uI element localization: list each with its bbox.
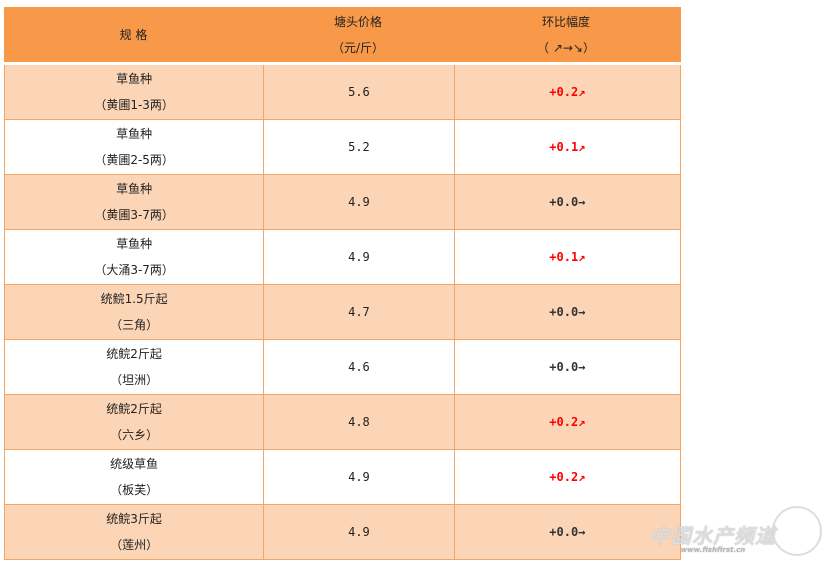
spec-name: 统鲩3斤起 — [106, 512, 162, 526]
spec-cell: 统鲩3斤起 （莲州） — [4, 505, 265, 559]
spec-name: 统级草鱼 — [110, 457, 159, 471]
spec-name: 草鱼种 — [116, 127, 153, 141]
change-cell: +0.2↗ — [455, 65, 681, 119]
table-row: 统鲩1.5斤起 （三角） 4.7 +0.0→ — [4, 285, 681, 340]
header-price: 塘头价格 （元/斤） — [263, 7, 453, 62]
change-value: +0.1↗ — [549, 140, 586, 154]
price-cell: 5.2 — [264, 120, 455, 174]
header-price-label: 塘头价格 — [333, 14, 382, 29]
table-row: 统鲩2斤起 （六乡） 4.8 +0.2↗ — [4, 395, 681, 450]
price-cell: 4.6 — [264, 340, 455, 394]
price-value: 4.9 — [348, 525, 370, 539]
spec-origin: （六乡） — [110, 428, 159, 442]
globe-logo-icon — [772, 506, 822, 556]
spec-origin: （莲州） — [110, 538, 159, 552]
spec-cell: 草鱼种 （黄圃1-3两） — [4, 65, 265, 119]
change-cell: +0.0→ — [455, 505, 681, 559]
spec-name: 统鲩2斤起 — [106, 402, 162, 416]
spec-origin: （板芙） — [110, 483, 159, 497]
header-change-label: 环比幅度 — [541, 14, 590, 29]
price-table: 规 格 塘头价格 （元/斤） 环比幅度 （ ↗→↘） 草鱼种 （黄圃1-3两） 5.6… — [4, 7, 681, 560]
spec-cell: 统鲩2斤起 （六乡） — [4, 395, 265, 449]
price-value: 4.6 — [348, 360, 370, 374]
price-cell: 4.8 — [264, 395, 455, 449]
header-spec: 规 格 — [4, 7, 263, 62]
table-header: 规 格 塘头价格 （元/斤） 环比幅度 （ ↗→↘） — [4, 7, 681, 62]
change-value: +0.0→ — [549, 525, 586, 539]
header-spec-label: 规 格 — [119, 27, 148, 42]
change-cell: +0.0→ — [455, 175, 681, 229]
table-row: 草鱼种 （黄圃1-3两） 5.6 +0.2↗ — [4, 65, 681, 120]
table-row: 统鲩3斤起 （莲州） 4.9 +0.0→ — [4, 505, 681, 560]
spec-origin: （黄圃2-5两） — [94, 153, 174, 167]
price-cell: 4.9 — [264, 450, 455, 504]
change-cell: +0.2↗ — [455, 395, 681, 449]
spec-cell: 草鱼种 （大涌3-7两） — [4, 230, 265, 284]
change-cell: +0.0→ — [455, 285, 681, 339]
watermark-logo: 中国水产频道 www.fishfirst.cn — [650, 520, 776, 554]
price-value: 4.8 — [348, 415, 370, 429]
price-value: 5.2 — [348, 140, 370, 154]
table-row: 草鱼种 （黄圃3-7两） 4.9 +0.0→ — [4, 175, 681, 230]
price-cell: 4.9 — [264, 175, 455, 229]
table-row: 草鱼种 （大涌3-7两） 4.9 +0.1↗ — [4, 230, 681, 285]
header-price-unit: （元/斤） — [331, 40, 385, 55]
watermark-text: 中国水产频道 — [650, 524, 776, 548]
header-change: 环比幅度 （ ↗→↘） — [453, 7, 679, 62]
change-value: +0.0→ — [549, 360, 586, 374]
change-value: +0.2↗ — [549, 470, 586, 484]
spec-cell: 统鲩2斤起 （坦洲） — [4, 340, 265, 394]
change-value: +0.0→ — [549, 195, 586, 209]
spec-cell: 草鱼种 （黄圃3-7两） — [4, 175, 265, 229]
spec-origin: （黄圃1-3两） — [94, 98, 174, 112]
spec-origin: （大涌3-7两） — [94, 263, 174, 277]
table-row: 统级草鱼 （板芙） 4.9 +0.2↗ — [4, 450, 681, 505]
spec-cell: 统级草鱼 （板芙） — [4, 450, 265, 504]
spec-name: 草鱼种 — [116, 72, 153, 86]
change-cell: +0.2↗ — [455, 450, 681, 504]
price-value: 4.9 — [348, 470, 370, 484]
watermark-url: www.fishfirst.cn — [680, 546, 746, 554]
spec-origin: （坦洲） — [110, 373, 159, 387]
price-cell: 4.9 — [264, 230, 455, 284]
price-cell: 4.9 — [264, 505, 455, 559]
price-value: 4.9 — [348, 195, 370, 209]
price-value: 5.6 — [348, 85, 370, 99]
change-value: +0.1↗ — [549, 250, 586, 264]
spec-name: 草鱼种 — [116, 182, 153, 196]
spec-cell: 统鲩1.5斤起 （三角） — [4, 285, 265, 339]
price-value: 4.7 — [348, 305, 370, 319]
price-value: 4.9 — [348, 250, 370, 264]
table-row: 草鱼种 （黄圃2-5两） 5.2 +0.1↗ — [4, 120, 681, 175]
change-cell: +0.1↗ — [455, 120, 681, 174]
change-cell: +0.1↗ — [455, 230, 681, 284]
spec-name: 草鱼种 — [116, 237, 153, 251]
spec-cell: 草鱼种 （黄圃2-5两） — [4, 120, 265, 174]
change-cell: +0.0→ — [455, 340, 681, 394]
spec-origin: （三角） — [110, 318, 159, 332]
change-value: +0.2↗ — [549, 415, 586, 429]
table-row: 统鲩2斤起 （坦洲） 4.6 +0.0→ — [4, 340, 681, 395]
spec-name: 统鲩2斤起 — [106, 347, 162, 361]
change-value: +0.0→ — [549, 305, 586, 319]
price-cell: 4.7 — [264, 285, 455, 339]
change-value: +0.2↗ — [549, 85, 586, 99]
spec-origin: （黄圃3-7两） — [94, 208, 174, 222]
price-cell: 5.6 — [264, 65, 455, 119]
spec-name: 统鲩1.5斤起 — [100, 292, 168, 306]
header-change-legend: （ ↗→↘） — [537, 40, 595, 55]
table-body: 草鱼种 （黄圃1-3两） 5.6 +0.2↗ 草鱼种 （黄圃2-5两） 5.2 +0.… — [4, 65, 681, 560]
